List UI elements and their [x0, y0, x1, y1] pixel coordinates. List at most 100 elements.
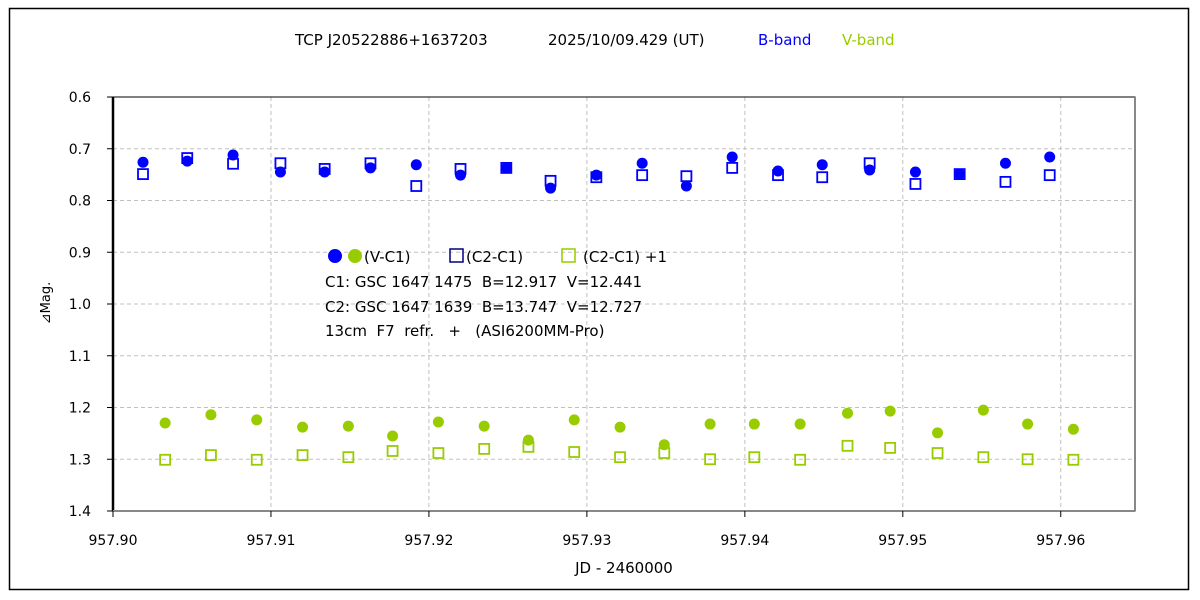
- data-point-b-dot: [319, 166, 331, 178]
- data-point-b-dot: [410, 159, 422, 171]
- legend-b-square: [449, 248, 464, 263]
- legend-c1-info: C1: GSC 1647 1475 B=12.917 V=12.441: [325, 273, 642, 291]
- data-point-b-square: [863, 157, 876, 170]
- data-point-v-dot: [1067, 423, 1079, 435]
- grid: [113, 97, 1135, 511]
- data-point-v-dot: [932, 427, 944, 439]
- y-axis-label: ⊿Mag.: [39, 282, 54, 324]
- outer-frame: [8, 7, 1190, 591]
- legend-c2c1: (C2-C1): [466, 248, 523, 266]
- data-point-b-square: [318, 163, 331, 175]
- y-tick-label: 1.0: [69, 297, 91, 313]
- data-point-v-dot: [614, 421, 626, 433]
- data-point-v-square: [250, 453, 263, 466]
- x-tick-label: 957.94: [720, 533, 769, 549]
- y-tick-label: 0.6: [69, 90, 91, 106]
- data-point-b-dot: [680, 180, 692, 192]
- legend-instrument: 13cm F7 refr. + (ASI6200MM-Pro): [325, 322, 604, 340]
- title-b-band: B-band: [758, 31, 811, 49]
- x-tick-label: 957.90: [89, 533, 138, 549]
- data-point-v-square: [159, 453, 172, 466]
- x-tick-label: 957.96: [1036, 533, 1085, 549]
- data-point-v-dot: [842, 407, 854, 419]
- data-point-b-dot: [590, 169, 602, 181]
- data-point-v-square: [704, 453, 716, 466]
- x-tick-label: 957.92: [404, 533, 453, 549]
- y-tick-label: 0.8: [69, 194, 91, 210]
- data-point-v-dot: [478, 420, 490, 432]
- data-point-b-dot: [726, 151, 738, 163]
- data-point-b-square: [227, 157, 239, 170]
- data-point-v-square: [522, 440, 535, 453]
- data-point-b-square: [364, 157, 377, 170]
- data-point-v-dot: [522, 434, 534, 446]
- data-point-v-dot: [342, 420, 354, 432]
- data-point-v-dot: [704, 418, 716, 430]
- data-point-v-square: [977, 451, 990, 464]
- data-point-v-dot: [794, 418, 806, 430]
- data-point-b-square: [772, 169, 784, 182]
- data-point-b-square: [636, 169, 649, 182]
- data-point-v-dot: [432, 416, 444, 428]
- data-point-v-dot: [251, 414, 263, 426]
- data-point-b-dot: [954, 168, 966, 180]
- x-tick-label: 957.93: [562, 533, 611, 549]
- data-point-v-square: [432, 447, 445, 459]
- data-point-b-square: [274, 157, 287, 170]
- data-point-v-dot: [568, 414, 580, 426]
- data-point-v-square: [342, 451, 355, 464]
- x-tick-label: 957.91: [246, 533, 295, 549]
- data-point-b-square: [137, 168, 149, 181]
- data-point-v-square: [614, 451, 626, 464]
- data-point-b-square: [544, 174, 557, 187]
- y-tick-label: 1.3: [69, 452, 91, 468]
- y-tick-label: 0.7: [69, 142, 91, 158]
- data-point-b-dot: [274, 166, 286, 178]
- data-point-v-square: [296, 449, 309, 462]
- data-point-v-square: [1067, 453, 1080, 466]
- legend-c2-info: C2: GSC 1647 1639 B=13.747 V=12.727: [325, 298, 642, 316]
- data-point-b-dot: [500, 162, 512, 174]
- data-point-b-square: [726, 161, 739, 174]
- y-tick-label: 1.4: [69, 504, 91, 520]
- legend-v-square: [561, 248, 576, 263]
- y-tick-label: 1.2: [69, 401, 91, 417]
- data-point-v-square: [386, 445, 399, 457]
- data-point-v-square: [794, 453, 807, 466]
- legend-v-dot: [348, 249, 362, 263]
- data-point-b-square: [680, 170, 693, 183]
- data-point-v-dot: [884, 405, 896, 417]
- data-point-b-dot: [455, 169, 467, 181]
- data-point-b-dot: [545, 182, 557, 194]
- data-point-v-square: [841, 439, 854, 452]
- data-point-b-dot: [999, 157, 1011, 169]
- data-point-b-dot: [1044, 151, 1056, 163]
- x-axis-label: JD - 2460000: [574, 559, 673, 577]
- data-point-v-dot: [977, 404, 989, 416]
- data-point-b-dot: [909, 166, 921, 178]
- data-point-v-square: [478, 442, 491, 455]
- legend-vc1: (V-C1): [364, 248, 411, 266]
- title-v-band: V-band: [842, 31, 895, 49]
- y-tick-label: 1.1: [69, 349, 91, 365]
- data-point-b-dot: [137, 156, 149, 168]
- data-point-v-square: [931, 447, 944, 459]
- data-point-b-square: [181, 152, 194, 164]
- data-point-b-square: [953, 168, 966, 181]
- data-point-b-square: [410, 180, 423, 192]
- data-point-b-square: [999, 175, 1012, 188]
- data-marks: [137, 149, 1080, 466]
- data-point-b-dot: [864, 164, 876, 176]
- data-point-v-dot: [205, 409, 217, 421]
- data-point-v-square: [205, 449, 217, 462]
- legend-c2c1-plus1: (C2-C1) +1: [583, 248, 667, 266]
- data-point-v-square: [748, 451, 761, 464]
- legend-b-dot: [328, 249, 342, 263]
- data-point-v-square: [658, 447, 671, 459]
- data-point-b-square: [454, 163, 467, 175]
- data-point-b-dot: [181, 155, 193, 167]
- data-point-b-square: [909, 178, 922, 190]
- data-point-b-square: [1043, 169, 1056, 182]
